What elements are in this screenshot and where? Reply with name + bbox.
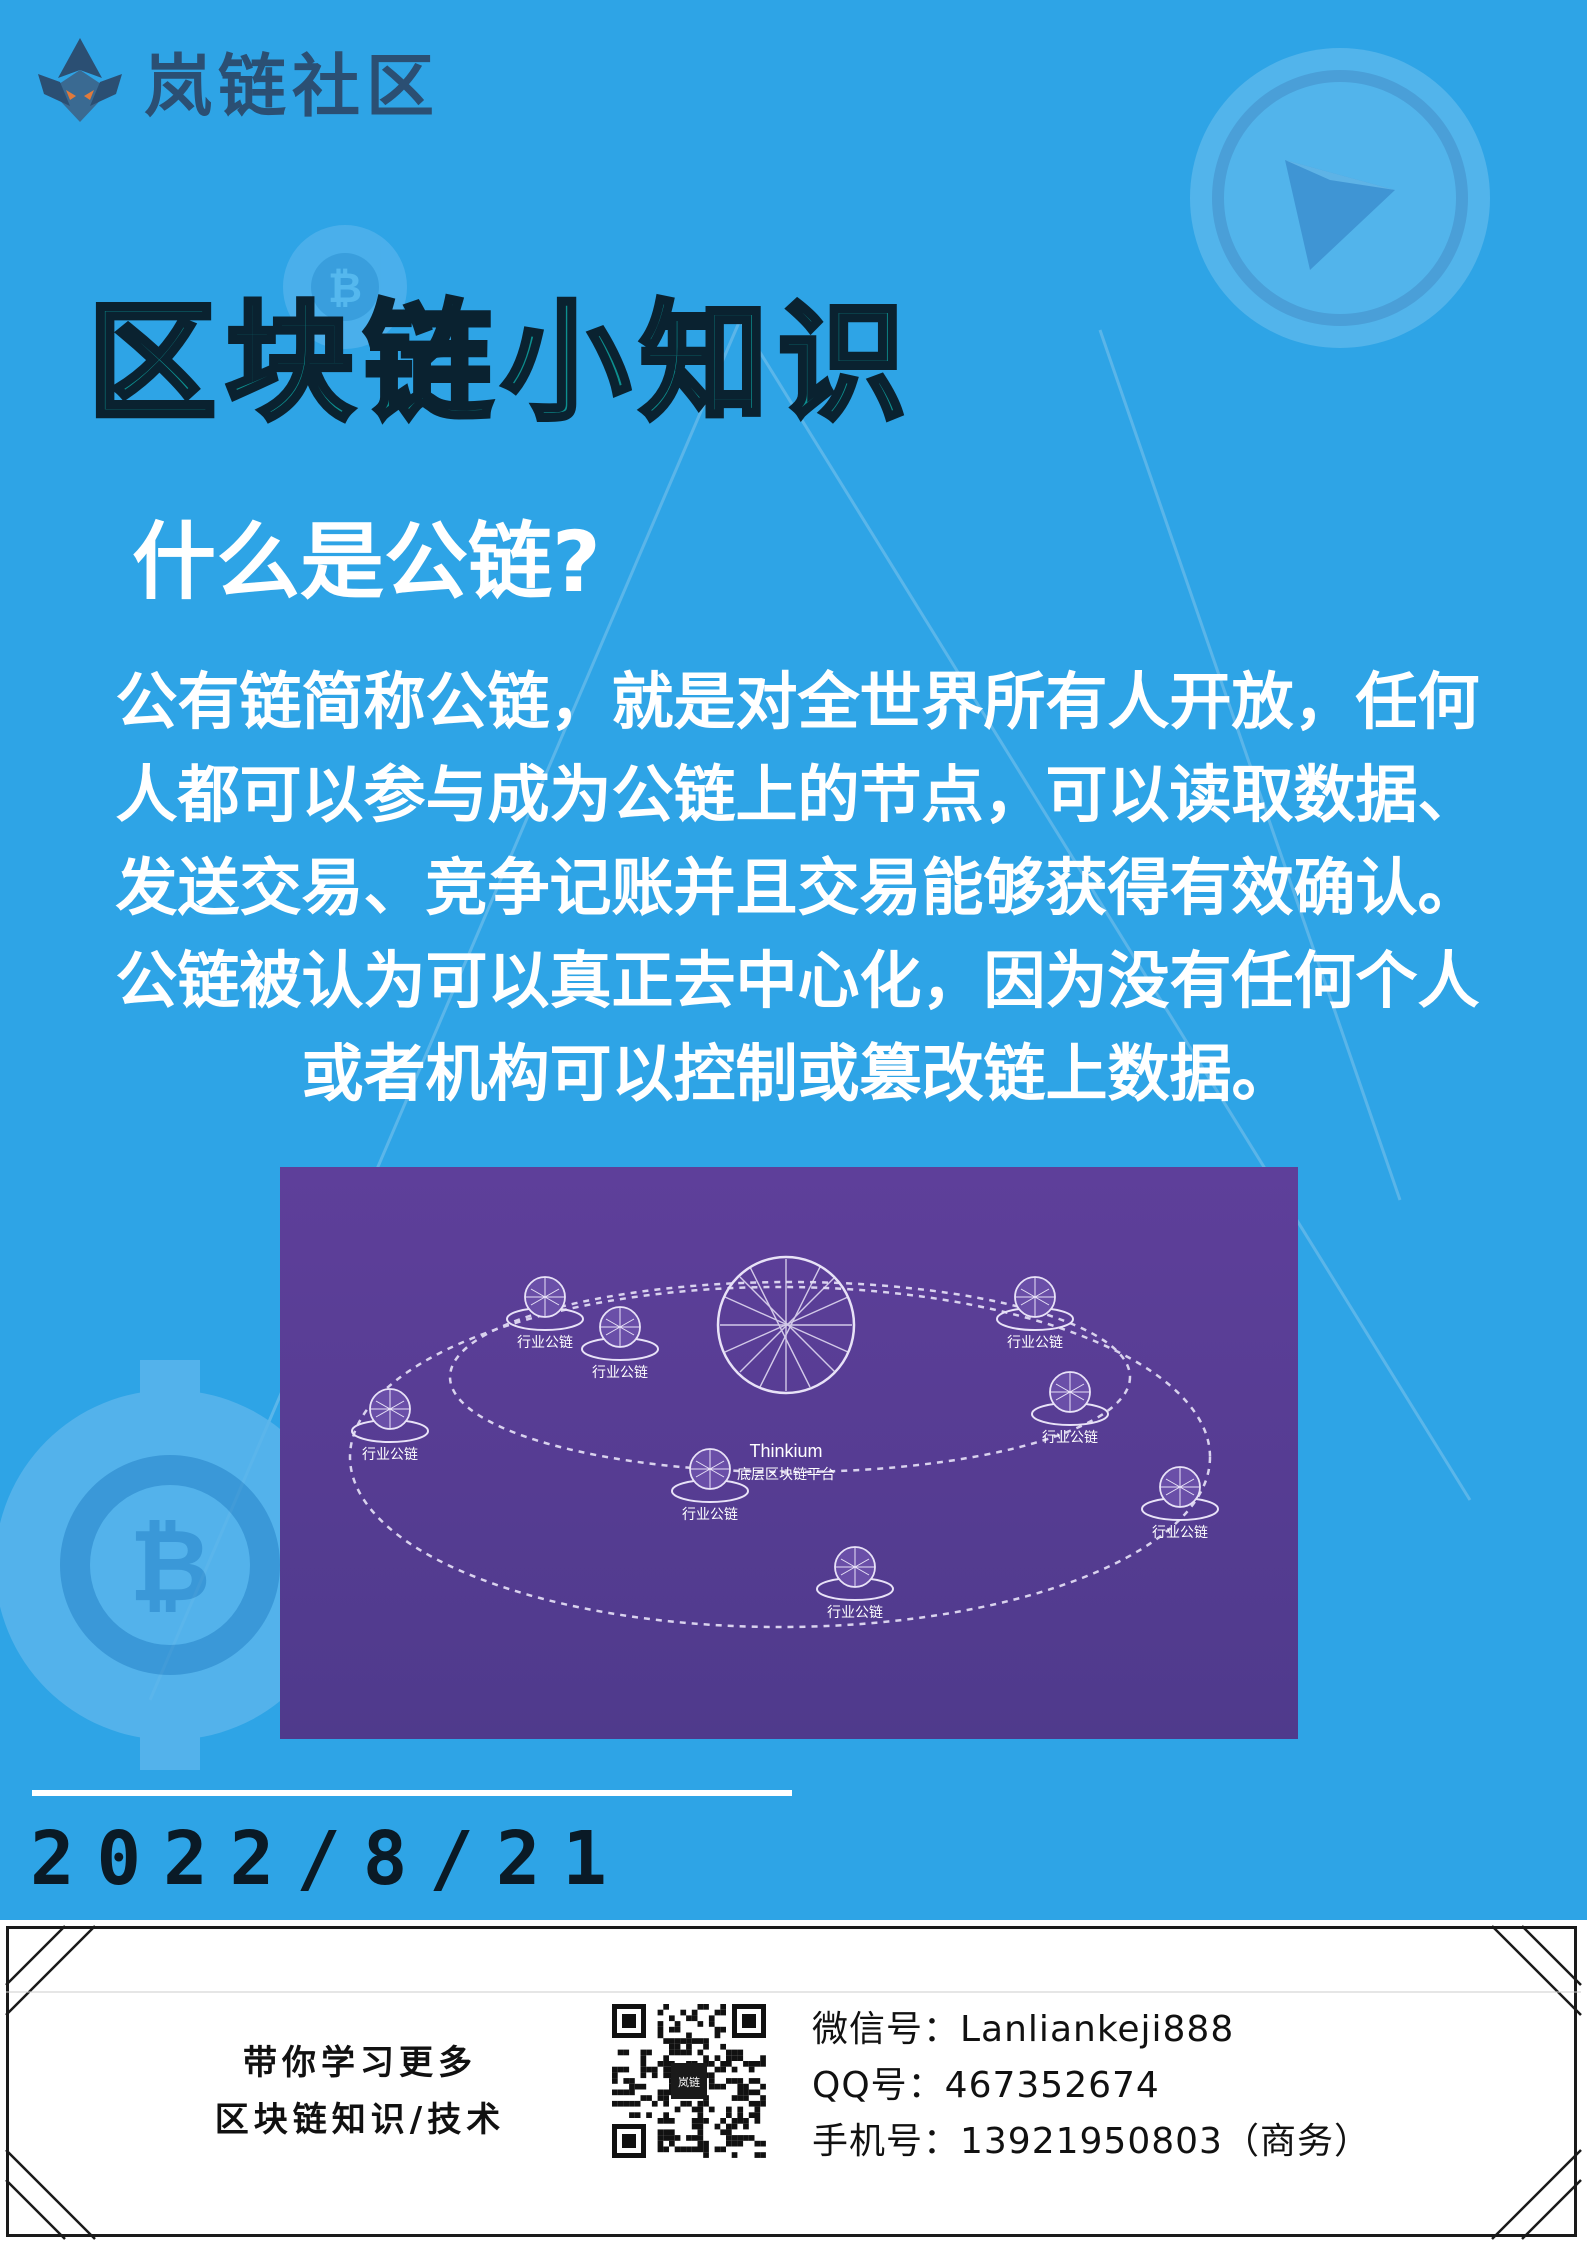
footer: 带你学习更多 区块链知识/技术 岚链 微信号：Lanliankeji888 QQ… bbox=[0, 1920, 1587, 2245]
center-label-cn: 底层区块链平台 bbox=[737, 1467, 835, 1483]
chain-node: 行业公链 bbox=[506, 1276, 584, 1351]
footer-tagline-2: 区块链知识/技术 bbox=[214, 2100, 506, 2140]
logo-emblem-icon bbox=[38, 38, 122, 122]
node-label: 行业公链 bbox=[1152, 1525, 1208, 1541]
question-heading: 什么是公链? bbox=[132, 513, 601, 611]
node-label: 行业公链 bbox=[362, 1447, 418, 1463]
node-label: 行业公链 bbox=[682, 1507, 738, 1523]
center-node: Thinkium 底层区块链平台 bbox=[716, 1255, 856, 1483]
svg-text:₿: ₿ bbox=[328, 263, 362, 312]
bitcoin-gear-icon: ₿ bbox=[0, 1360, 370, 1770]
article-line: 公链被认为可以真正去中心化，因为没有任何个人 bbox=[115, 944, 1480, 1017]
node-label: 行业公链 bbox=[517, 1335, 573, 1351]
chain-node: 行业公链 bbox=[816, 1546, 894, 1621]
ethereum-coin-icon bbox=[1190, 48, 1490, 348]
article-body: 公有链简称公链，就是对全世界所有人开放，任何 人都可以参与成为公链上的节点，可以… bbox=[50, 655, 1545, 1120]
page-title: 区块链小知识 bbox=[85, 289, 917, 438]
bitcoin-gear-icon: ₿ bbox=[283, 225, 407, 349]
brand-name: 岚链社区 bbox=[144, 47, 441, 127]
chain-node: 行业公链 bbox=[581, 1306, 659, 1381]
article-line: 或者机构可以控制或篡改链上数据。 bbox=[301, 1037, 1294, 1110]
qr-center-logo: 岚链 bbox=[678, 2075, 700, 2089]
article-line: 人都可以参与成为公链上的节点，可以读取数据、 bbox=[115, 758, 1480, 831]
svg-text:₿: ₿ bbox=[129, 1507, 211, 1624]
node-label: 行业公链 bbox=[592, 1365, 648, 1381]
qq-contact: QQ号：467352674 bbox=[812, 2065, 1160, 2106]
chain-node: 行业公链 bbox=[671, 1448, 749, 1523]
chain-node: 行业公链 bbox=[1141, 1466, 1219, 1541]
article-line: 发送交易、竞争记账并且交易能够获得有效确认。 bbox=[115, 851, 1480, 924]
center-label-en: Thinkium bbox=[749, 1441, 822, 1461]
qr-code[interactable]: 岚链 bbox=[608, 2000, 770, 2162]
article-line: 公有链简称公链，就是对全世界所有人开放，任何 bbox=[115, 665, 1480, 738]
date: 2022/8/21 bbox=[30, 1816, 629, 1902]
divider bbox=[32, 1790, 792, 1796]
footer-frame bbox=[6, 1926, 1577, 2237]
chain-node: 行业公链 bbox=[1031, 1371, 1109, 1446]
chain-node: 行业公链 bbox=[351, 1388, 429, 1463]
footer-corner-stripes bbox=[5, 1925, 1582, 2240]
node-label: 行业公链 bbox=[1007, 1335, 1063, 1351]
node-label: 行业公链 bbox=[827, 1605, 883, 1621]
node-label: 行业公链 bbox=[1042, 1430, 1098, 1446]
brand-header: 岚链社区 bbox=[30, 30, 440, 130]
phone-contact: 手机号：13921950803（商务） bbox=[812, 2121, 1371, 2162]
footer-tagline-1: 带你学习更多 bbox=[243, 2043, 477, 2083]
public-chain-diagram: Thinkium 底层区块链平台 行业公链行业公链行业公链行业公链行业公链行业公… bbox=[280, 1167, 1298, 1739]
wechat-contact: 微信号：Lanliankeji888 bbox=[812, 2009, 1235, 2050]
chain-node: 行业公链 bbox=[996, 1276, 1074, 1351]
